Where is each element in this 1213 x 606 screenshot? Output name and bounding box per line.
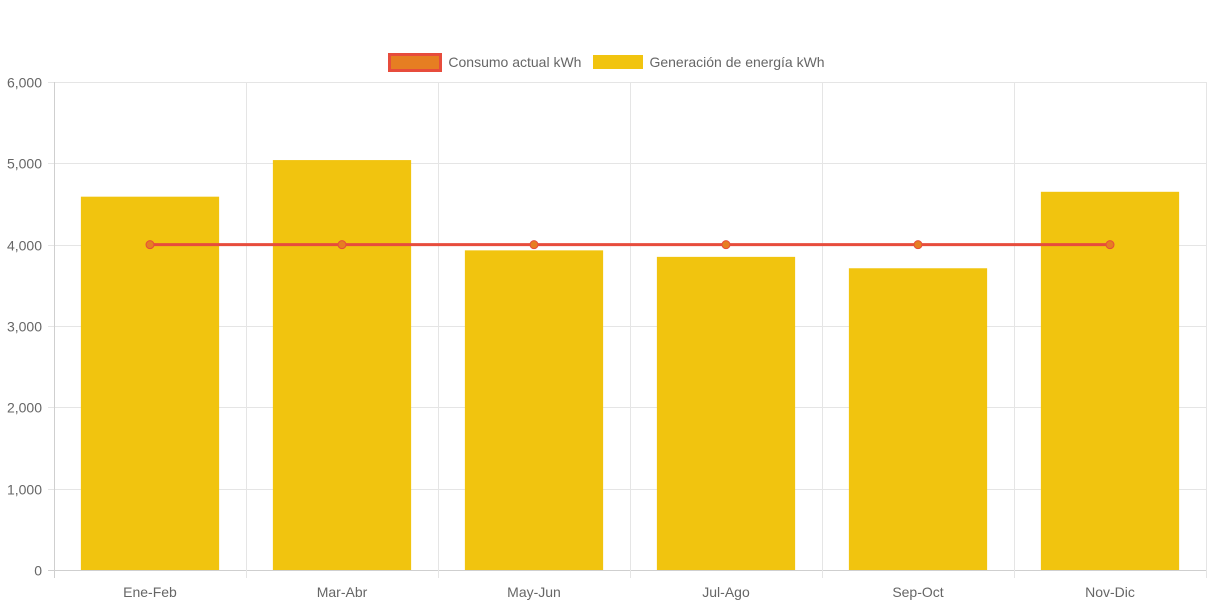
x-tick-label: Ene-Feb (123, 584, 177, 600)
x-tick-label: Sep-Oct (892, 584, 943, 600)
y-tick-label: 6,000 (7, 75, 42, 91)
line-point (913, 240, 923, 250)
line-point (529, 240, 539, 250)
bar (656, 256, 796, 570)
y-tick-label: 2,000 (7, 400, 42, 416)
y-tick-label: 5,000 (7, 156, 42, 172)
x-tick-label: Jul-Ago (702, 584, 750, 600)
line-point (337, 240, 347, 250)
legend-item-generacion[interactable]: Generación de energía kWh (593, 54, 825, 70)
x-tick-label: May-Jun (507, 584, 561, 600)
x-tick-label: Mar-Abr (317, 584, 368, 600)
y-axis: 0 1,000 2,000 3,000 4,000 5,000 6,000 (7, 75, 42, 579)
line-point (1105, 240, 1115, 250)
grid-lines (48, 82, 1207, 578)
line-point (145, 240, 155, 250)
legend-label-consumo: Consumo actual kWh (448, 54, 582, 70)
legend-item-consumo[interactable]: Consumo actual kWh (388, 52, 582, 72)
bar (848, 268, 988, 570)
bar (272, 160, 412, 570)
legend-swatch-generacion (593, 55, 644, 69)
y-tick-label: 1,000 (7, 482, 42, 498)
bar-series (80, 160, 1180, 571)
legend: Consumo actual kWh Generación de energía… (0, 52, 1213, 72)
y-tick-label: 3,000 (7, 319, 42, 335)
y-tick-label: 4,000 (7, 238, 42, 254)
bar (80, 196, 220, 570)
y-tick-label: 0 (34, 563, 42, 579)
x-tick-label: Nov-Dic (1085, 584, 1135, 600)
legend-swatch-consumo (388, 52, 443, 72)
line-series (145, 240, 1115, 250)
bar (464, 250, 604, 571)
x-axis: Ene-Feb Mar-Abr May-Jun Jul-Ago Sep-Oct Nov-D… (123, 584, 1135, 600)
bar (1040, 191, 1180, 571)
line-point (721, 240, 731, 250)
legend-label-generacion: Generación de energía kWh (649, 54, 825, 70)
